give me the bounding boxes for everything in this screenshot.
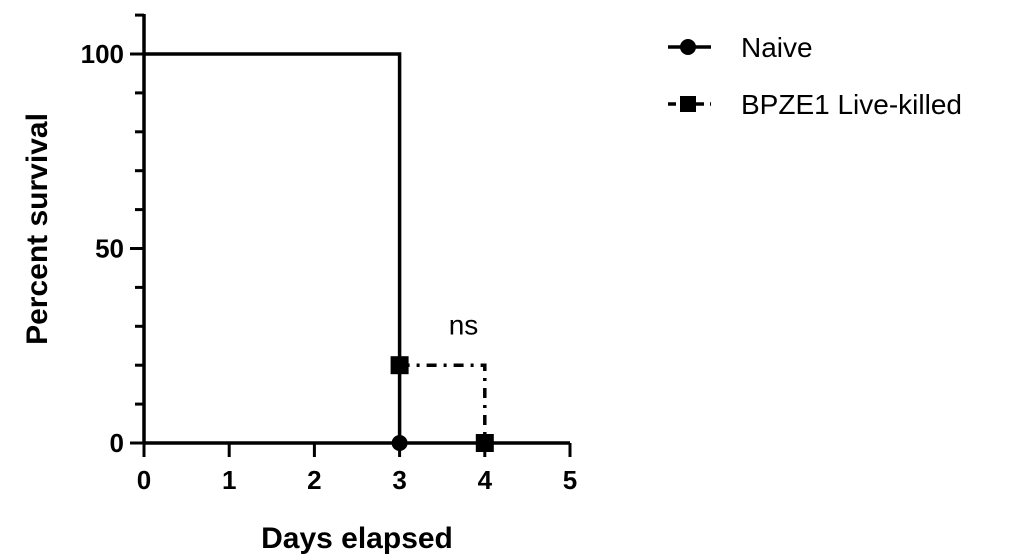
legend-marker-circle <box>680 39 696 55</box>
y-tick-label: 100 <box>81 39 124 69</box>
data-point-circle <box>391 435 408 451</box>
axes: 0 50 100 0 1 2 3 4 5 <box>81 13 577 495</box>
x-tick-label: 4 <box>478 465 493 495</box>
series-line <box>144 52 402 443</box>
series-bpze1 <box>390 356 494 452</box>
data-point-square <box>475 434 494 452</box>
x-tick-label: 2 <box>307 465 321 495</box>
data-point-square <box>390 356 409 375</box>
y-tick-label: 0 <box>110 428 124 458</box>
legend-marker-square <box>680 96 696 112</box>
series-naive <box>144 52 408 451</box>
y-axis-title: Percent survival <box>21 113 54 345</box>
y-tick-label: 50 <box>95 234 124 264</box>
x-tick-label: 1 <box>222 465 236 495</box>
x-tick-label: 3 <box>392 465 406 495</box>
significance-annotation: ns <box>449 309 479 340</box>
x-tick-label: 5 <box>563 465 577 495</box>
x-tick-label: 0 <box>137 465 151 495</box>
series-line <box>399 363 487 443</box>
series-layer <box>144 52 494 452</box>
legend-label-bpze1: BPZE1 Live-killed <box>741 89 962 120</box>
legend-item-naive: Naive <box>668 32 813 63</box>
x-axis-title: Days elapsed <box>261 522 453 555</box>
legend-label-naive: Naive <box>741 32 813 63</box>
legend-item-bpze1: BPZE1 Live-killed <box>668 89 962 120</box>
legend: Naive BPZE1 Live-killed <box>668 32 962 120</box>
